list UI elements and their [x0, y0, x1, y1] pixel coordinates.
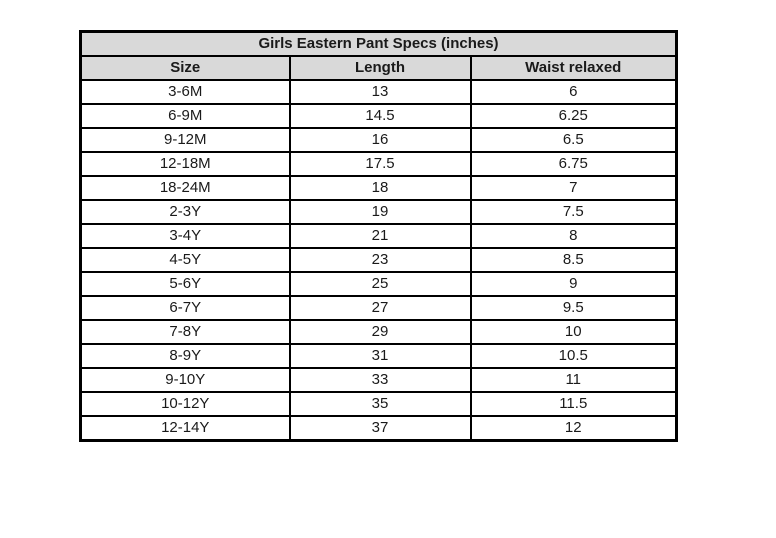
waist-cell: 6.5 [469, 127, 678, 153]
length-cell: 18 [288, 175, 472, 201]
size-cell: 12-14Y [79, 415, 291, 442]
table-row: 9-12M 16 6.5 [79, 127, 678, 153]
length-cell: 33 [288, 367, 472, 393]
size-cell: 12-18M [79, 151, 291, 177]
table-row: 3-6M 13 6 [79, 79, 678, 105]
size-cell: 8-9Y [79, 343, 291, 369]
waist-cell: 10 [469, 319, 678, 345]
size-cell: 6-9M [79, 103, 291, 129]
table-row: 12-18M 17.5 6.75 [79, 151, 678, 177]
size-cell: 10-12Y [79, 391, 291, 417]
length-cell: 37 [288, 415, 472, 442]
length-cell: 13 [288, 79, 472, 105]
waist-cell: 7.5 [469, 199, 678, 225]
waist-cell: 11 [469, 367, 678, 393]
column-header-row: Size Length Waist relaxed [79, 55, 678, 81]
table-row: 9-10Y 33 11 [79, 367, 678, 393]
column-header-length: Length [288, 55, 472, 81]
waist-cell: 7 [469, 175, 678, 201]
table-row: 7-8Y 29 10 [79, 319, 678, 345]
length-cell: 14.5 [288, 103, 472, 129]
table-body: 3-6M 13 6 6-9M 14.5 6.25 9-12M 16 6.5 12-18M 17.5 6… [79, 79, 678, 442]
table-row: 6-9M 14.5 6.25 [79, 103, 678, 129]
waist-cell: 11.5 [469, 391, 678, 417]
size-cell: 9-10Y [79, 367, 291, 393]
size-cell: 18-24M [79, 175, 291, 201]
size-cell: 7-8Y [79, 319, 291, 345]
waist-cell: 9.5 [469, 295, 678, 321]
length-cell: 19 [288, 199, 472, 225]
length-cell: 29 [288, 319, 472, 345]
waist-cell: 6.75 [469, 151, 678, 177]
length-cell: 25 [288, 271, 472, 297]
title-row: Girls Eastern Pant Specs (inches) [79, 30, 678, 57]
size-cell: 6-7Y [79, 295, 291, 321]
length-cell: 35 [288, 391, 472, 417]
length-cell: 21 [288, 223, 472, 249]
length-cell: 23 [288, 247, 472, 273]
table-row: 8-9Y 31 10.5 [79, 343, 678, 369]
length-cell: 27 [288, 295, 472, 321]
table-row: 6-7Y 27 9.5 [79, 295, 678, 321]
column-header-waist: Waist relaxed [469, 55, 678, 81]
table-row: 5-6Y 25 9 [79, 271, 678, 297]
size-cell: 9-12M [79, 127, 291, 153]
size-cell: 3-4Y [79, 223, 291, 249]
pant-specs-table: Girls Eastern Pant Specs (inches) Size L… [79, 30, 678, 442]
table-row: 3-4Y 21 8 [79, 223, 678, 249]
length-cell: 17.5 [288, 151, 472, 177]
table-row: 2-3Y 19 7.5 [79, 199, 678, 225]
length-cell: 31 [288, 343, 472, 369]
table-title: Girls Eastern Pant Specs (inches) [79, 30, 678, 57]
size-cell: 3-6M [79, 79, 291, 105]
waist-cell: 12 [469, 415, 678, 442]
size-cell: 2-3Y [79, 199, 291, 225]
waist-cell: 8 [469, 223, 678, 249]
waist-cell: 10.5 [469, 343, 678, 369]
table-row: 10-12Y 35 11.5 [79, 391, 678, 417]
waist-cell: 6 [469, 79, 678, 105]
column-header-size: Size [79, 55, 291, 81]
waist-cell: 9 [469, 271, 678, 297]
table-row: 18-24M 18 7 [79, 175, 678, 201]
table-row: 4-5Y 23 8.5 [79, 247, 678, 273]
size-cell: 5-6Y [79, 271, 291, 297]
table-row: 12-14Y 37 12 [79, 415, 678, 442]
waist-cell: 6.25 [469, 103, 678, 129]
waist-cell: 8.5 [469, 247, 678, 273]
length-cell: 16 [288, 127, 472, 153]
size-cell: 4-5Y [79, 247, 291, 273]
